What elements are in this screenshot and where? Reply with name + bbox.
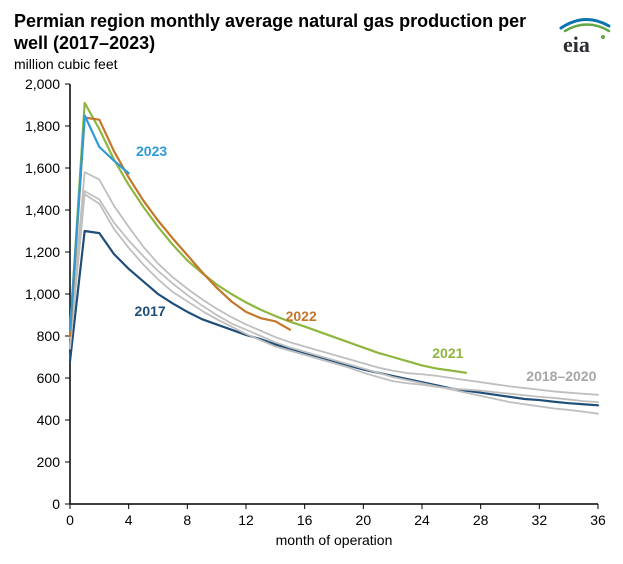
x-tick-label: 16 [290,512,320,528]
x-tick-label: 8 [172,512,202,528]
chart-title: Permian region monthly average natural g… [14,10,534,54]
y-tick-label: 2,000 [14,76,60,92]
y-tick-label: 1,800 [14,118,60,134]
x-tick-label: 4 [114,512,144,528]
y-tick-label: 800 [14,328,60,344]
chart-plot-area: month of operation 02004006008001,0001,2… [14,72,610,552]
x-tick-label: 24 [407,512,437,528]
y-tick-label: 600 [14,370,60,386]
x-tick-label: 36 [583,512,613,528]
series-label-2017: 2017 [135,303,166,319]
chart-subtitle: million cubic feet [14,56,118,72]
svg-text:eia: eia [563,32,590,57]
eia-logo: eia [557,16,613,60]
y-tick-label: 1,200 [14,244,60,260]
y-tick-label: 1,400 [14,202,60,218]
series-group-label: 2018–2020 [526,368,596,384]
x-tick-label: 0 [55,512,85,528]
y-tick-label: 1,600 [14,160,60,176]
y-tick-label: 400 [14,412,60,428]
x-axis-label: month of operation [276,532,393,548]
y-tick-label: 1,000 [14,286,60,302]
series-label-2021: 2021 [432,345,463,361]
chart-container: Permian region monthly average natural g… [0,0,623,564]
x-tick-label: 28 [466,512,496,528]
y-tick-label: 0 [14,496,60,512]
x-tick-label: 32 [524,512,554,528]
x-tick-label: 20 [348,512,378,528]
series-label-2023: 2023 [136,143,167,159]
series-label-2022: 2022 [286,308,317,324]
x-tick-label: 12 [231,512,261,528]
y-tick-label: 200 [14,454,60,470]
